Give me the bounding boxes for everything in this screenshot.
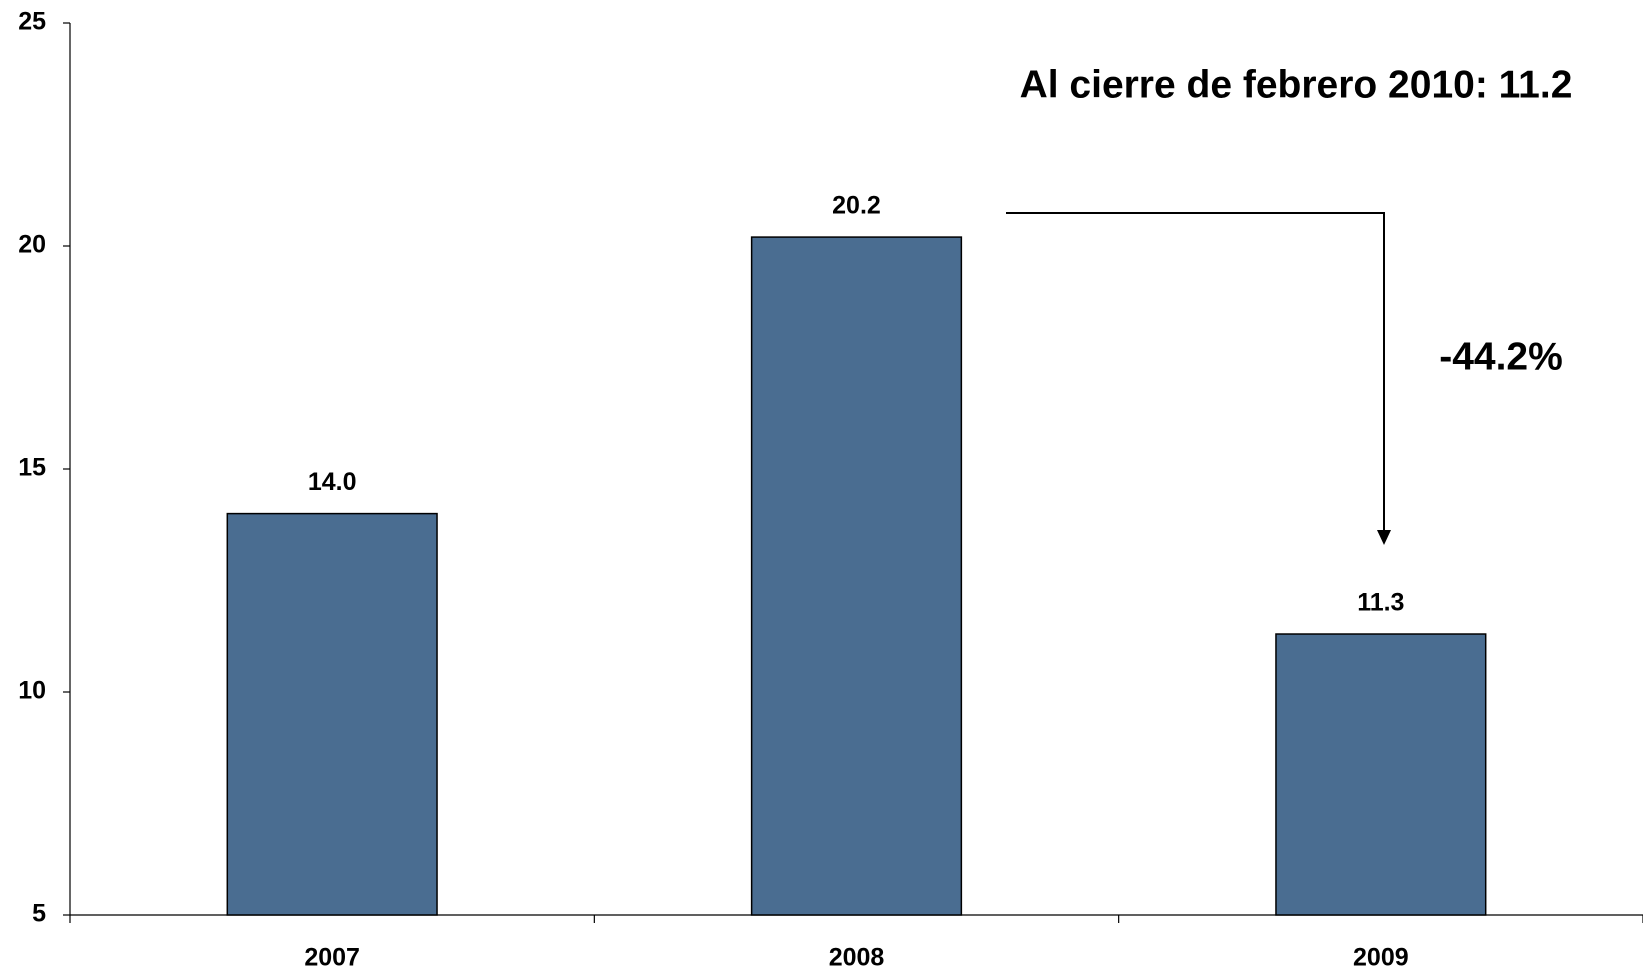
y-tick-label: 15 bbox=[18, 454, 46, 482]
y-tick-label: 5 bbox=[32, 900, 46, 928]
y-tick-label: 10 bbox=[18, 677, 46, 705]
x-tick-label: 2007 bbox=[304, 944, 360, 972]
bar bbox=[750, 236, 963, 916]
change-arrow bbox=[1006, 212, 1385, 532]
y-tick-label: 25 bbox=[18, 8, 46, 36]
y-tick-label: 20 bbox=[18, 231, 46, 259]
annotation: -44.2% bbox=[1439, 335, 1563, 378]
annotation: Al cierre de febrero 2010: 11.2 bbox=[1020, 63, 1573, 106]
data-label: 14.0 bbox=[308, 468, 357, 496]
x-tick-label: 2008 bbox=[829, 944, 885, 972]
x-tick-label: 2009 bbox=[1353, 944, 1409, 972]
bar bbox=[1275, 633, 1487, 916]
data-label: 11.3 bbox=[1357, 589, 1404, 617]
arrow-head bbox=[1377, 530, 1391, 545]
bar bbox=[226, 512, 438, 916]
data-label: 20.2 bbox=[832, 192, 881, 220]
